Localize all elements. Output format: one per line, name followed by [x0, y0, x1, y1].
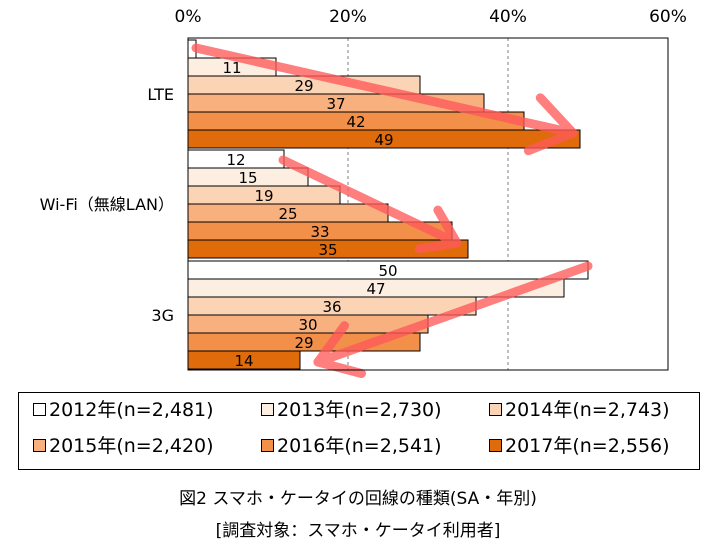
trend-arrow — [313, 261, 593, 378]
category-label: Wi-Fi（無線LAN） — [40, 195, 174, 214]
legend-item: 2015年(n=2,420) — [33, 434, 214, 458]
plot-frame — [187, 37, 669, 371]
legend-item: 2012年(n=2,481) — [33, 398, 214, 422]
data-label: 35 — [318, 241, 337, 259]
data-label: 30 — [298, 316, 317, 334]
data-label: 37 — [326, 95, 345, 113]
figure-caption: 図2 スマホ・ケータイの回線の種類(SA・年別) — [179, 489, 537, 509]
x-tick-label: 0% — [175, 7, 202, 27]
data-label: 42 — [346, 113, 365, 131]
data-label: 29 — [294, 334, 313, 352]
x-tick-label: 40% — [489, 7, 527, 27]
category-label: 3G — [151, 306, 174, 325]
data-label: 47 — [366, 280, 385, 298]
x-tick-label: 60% — [649, 7, 687, 27]
data-label: 36 — [322, 298, 341, 316]
legend-swatch — [489, 439, 502, 452]
legend-label: 2013年(n=2,730) — [277, 399, 442, 421]
legend-swatch — [261, 439, 274, 452]
legend-item: 2014年(n=2,743) — [489, 398, 670, 422]
data-label: 12 — [226, 151, 245, 169]
legend-label: 2017年(n=2,556) — [505, 435, 670, 457]
legend: 2012年(n=2,481) 2013年(n=2,730) 2014年(n=2,74… — [18, 392, 700, 470]
legend-swatch — [33, 439, 46, 452]
legend-item: 2017年(n=2,556) — [489, 434, 670, 458]
legend-swatch — [489, 403, 502, 416]
data-label: 50 — [378, 262, 397, 280]
legend-swatch — [261, 403, 274, 416]
trend-arrow — [278, 155, 462, 254]
legend-label: 2014年(n=2,743) — [505, 399, 670, 421]
x-tick-label: 20% — [329, 7, 367, 27]
x-axis-ticks: 0% 20% 40% 60% — [175, 7, 687, 27]
legend-label: 2016年(n=2,541) — [277, 435, 442, 457]
trend-arrows — [191, 43, 593, 378]
data-label: 29 — [294, 77, 313, 95]
data-label: 25 — [278, 205, 297, 223]
data-label: 33 — [310, 223, 329, 241]
data-label: 15 — [238, 169, 257, 187]
data-label: 49 — [374, 131, 393, 149]
legend-item: 2013年(n=2,730) — [261, 398, 442, 422]
legend-label: 2015年(n=2,420) — [49, 435, 214, 457]
legend-label: 2012年(n=2,481) — [49, 399, 214, 421]
category-label: LTE — [147, 85, 174, 104]
figure-subcaption: [調査対象：スマホ・ケータイ利用者] — [215, 521, 501, 541]
data-label: 11 — [222, 59, 241, 77]
category-labels: LTE Wi-Fi（無線LAN） 3G — [40, 85, 174, 325]
legend-swatch — [33, 403, 46, 416]
legend-item: 2016年(n=2,541) — [261, 434, 442, 458]
data-label: 14 — [234, 352, 253, 370]
trend-arrow — [191, 43, 578, 156]
data-label: 19 — [254, 187, 273, 205]
